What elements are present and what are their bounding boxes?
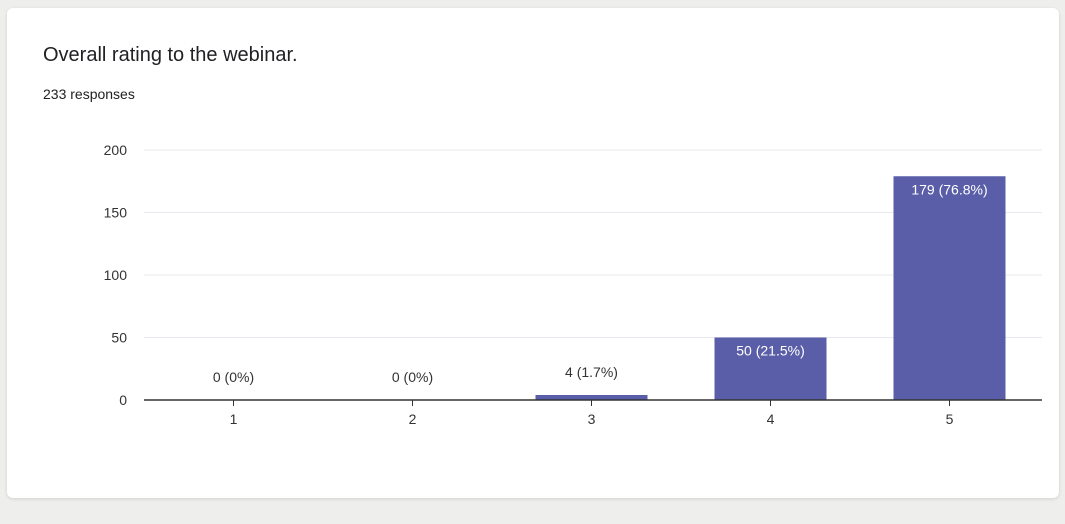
chart-title: Overall rating to the webinar. — [43, 44, 298, 66]
x-tick-label: 2 — [409, 411, 417, 427]
data-label: 179 (76.8%) — [911, 181, 987, 197]
x-tick-label: 1 — [230, 411, 238, 427]
bar — [535, 395, 648, 400]
data-label: 4 (1.7%) — [565, 364, 618, 380]
data-label: 0 (0%) — [213, 369, 254, 385]
bar-chart: 0 50 100 150 200 1 0 (0%) 2 0 (0%) 3 4 (1.7%) 4 50 (… — [104, 142, 1042, 427]
bar — [893, 176, 1006, 400]
bar — [714, 337, 827, 400]
x-tick-label: 5 — [946, 411, 954, 427]
y-tick-label: 150 — [104, 205, 128, 221]
data-label: 0 (0%) — [392, 369, 433, 385]
y-tick-label: 200 — [104, 142, 128, 158]
chart-card: Overall rating to the webinar. 233 respo… — [7, 8, 1059, 498]
y-tick-label: 50 — [111, 330, 127, 346]
y-tick-label: 100 — [104, 267, 128, 283]
x-tick-label: 4 — [767, 411, 775, 427]
y-tick-label: 0 — [119, 392, 127, 408]
responses-count: 233 responses — [43, 86, 135, 102]
data-label: 50 (21.5%) — [736, 343, 804, 359]
x-tick-label: 3 — [588, 411, 596, 427]
